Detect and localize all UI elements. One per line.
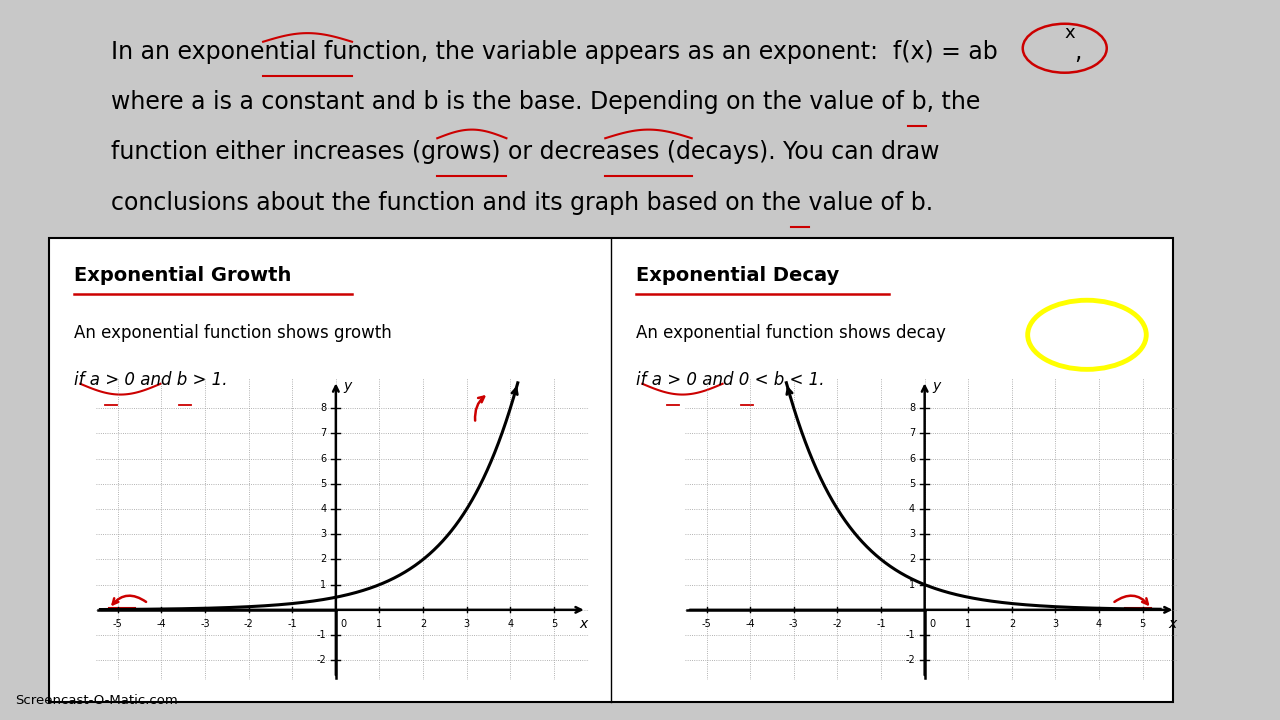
- Text: y: y: [344, 379, 352, 393]
- Text: Exponential Growth: Exponential Growth: [74, 266, 292, 285]
- Text: 1: 1: [376, 619, 383, 629]
- Text: 5: 5: [1139, 619, 1146, 629]
- Text: Exponential Decay: Exponential Decay: [636, 266, 840, 285]
- Text: 7: 7: [320, 428, 326, 438]
- Text: 6: 6: [320, 454, 326, 464]
- Text: 2: 2: [320, 554, 326, 564]
- Text: -3: -3: [788, 619, 799, 629]
- Text: 6: 6: [909, 454, 915, 464]
- Text: 5: 5: [320, 479, 326, 489]
- Text: -3: -3: [200, 619, 210, 629]
- Text: 8: 8: [909, 403, 915, 413]
- Text: y: y: [933, 379, 941, 393]
- Text: 8: 8: [320, 403, 326, 413]
- Text: -5: -5: [701, 619, 712, 629]
- Text: -2: -2: [243, 619, 253, 629]
- Text: 0: 0: [929, 619, 936, 629]
- Text: Screencast-O-Matic.com: Screencast-O-Matic.com: [15, 694, 178, 707]
- Text: 3: 3: [320, 529, 326, 539]
- Text: 5: 5: [909, 479, 915, 489]
- Text: -1: -1: [877, 619, 886, 629]
- Text: 0: 0: [340, 619, 347, 629]
- Text: 7: 7: [909, 428, 915, 438]
- Text: -2: -2: [832, 619, 842, 629]
- Text: An exponential function shows growth: An exponential function shows growth: [74, 324, 392, 342]
- Text: An exponential function shows decay: An exponential function shows decay: [636, 324, 946, 342]
- Text: -1: -1: [288, 619, 297, 629]
- Text: -1: -1: [316, 630, 326, 640]
- Text: function either increases (grows) or decreases (decays). You can draw: function either increases (grows) or dec…: [111, 140, 940, 164]
- Text: x: x: [1169, 617, 1176, 631]
- Text: 1: 1: [320, 580, 326, 590]
- Text: 5: 5: [550, 619, 557, 629]
- Text: 2: 2: [1009, 619, 1015, 629]
- Text: -4: -4: [745, 619, 755, 629]
- Text: 2: 2: [909, 554, 915, 564]
- Text: -1: -1: [905, 630, 915, 640]
- Text: ,: ,: [1075, 40, 1082, 63]
- Text: 4: 4: [1096, 619, 1102, 629]
- Text: In an exponential function, the variable appears as an exponent:  f(x) = ab: In an exponential function, the variable…: [111, 40, 998, 63]
- Text: -5: -5: [113, 619, 123, 629]
- FancyBboxPatch shape: [50, 238, 1174, 702]
- Text: if a > 0 and b > 1.: if a > 0 and b > 1.: [74, 371, 228, 389]
- Text: if a > 0 and 0 < b < 1.: if a > 0 and 0 < b < 1.: [636, 371, 824, 389]
- Text: 4: 4: [320, 504, 326, 514]
- Text: -2: -2: [905, 655, 915, 665]
- Text: 1: 1: [965, 619, 972, 629]
- Text: 3: 3: [1052, 619, 1059, 629]
- Text: -2: -2: [316, 655, 326, 665]
- Text: 1: 1: [909, 580, 915, 590]
- Text: -4: -4: [156, 619, 166, 629]
- Text: conclusions about the function and its graph based on the value of b.: conclusions about the function and its g…: [111, 191, 933, 215]
- Text: 3: 3: [463, 619, 470, 629]
- Text: 2: 2: [420, 619, 426, 629]
- Text: 3: 3: [909, 529, 915, 539]
- Text: 4: 4: [507, 619, 513, 629]
- Text: x: x: [580, 617, 588, 631]
- Text: 4: 4: [909, 504, 915, 514]
- Text: where a is a constant and b is the base. Depending on the value of b, the: where a is a constant and b is the base.…: [111, 90, 980, 114]
- Text: x: x: [1065, 24, 1075, 42]
